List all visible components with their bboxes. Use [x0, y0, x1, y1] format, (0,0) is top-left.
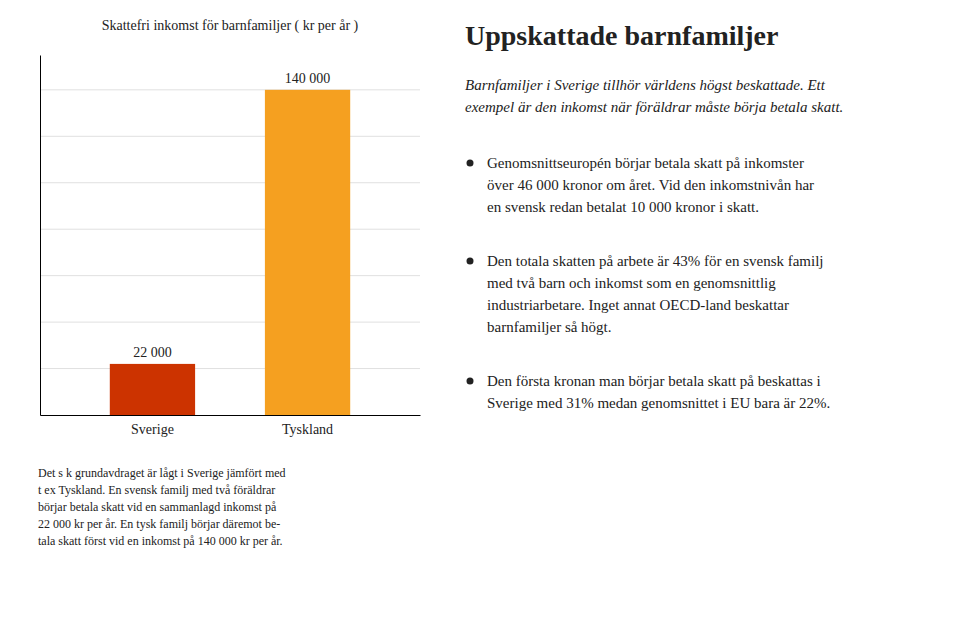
footer: Det s k grundavdraget är lågt i Sverige …	[38, 466, 286, 548]
grid	[40, 90, 420, 369]
grid-line	[40, 89, 420, 90]
footer-line: 22 000 kr per år. En tysk familj börjar …	[38, 517, 280, 531]
x-tick: Tyskland	[282, 415, 333, 437]
bullet-line: Sverige med 31% medan genomsnittet i EU …	[487, 395, 830, 411]
x-tick-label: Tyskland	[282, 422, 333, 437]
bullet-line: en svensk redan betalat 10 000 kronor i …	[487, 199, 759, 215]
bullet-line: industriarbetare. Inget annat OECD-land …	[487, 297, 789, 313]
bullet-line: barnfamiljer så högt.	[487, 319, 612, 335]
data-labels: 22 000 140 000	[133, 71, 330, 360]
grid-line	[40, 368, 420, 369]
chart-title: Skattefri inkomst för barnfamiljer ( kr …	[102, 18, 359, 34]
x-tick-label: Sverige	[131, 422, 174, 437]
y-axis-line	[40, 56, 41, 416]
grid-line	[40, 229, 420, 230]
bullet-line: Den totala skatten på arbete är 43% för …	[487, 253, 824, 269]
footer-line: Det s k grundavdraget är lågt i Sverige …	[38, 466, 286, 480]
bullet-line: Genomsnittseuropén börjar betala skatt p…	[487, 155, 804, 171]
intro-line: Barnfamiljer i Sverige tillhör världens …	[465, 77, 826, 93]
footer-line: t ex Tyskland. En svensk familj med två …	[38, 483, 275, 497]
bullets: Genomsnittseuropén börjar betala skatt p…	[467, 155, 831, 411]
data-label: 22 000	[133, 345, 172, 360]
bar	[110, 364, 195, 415]
footer-line: börjar betala skatt vid en sammanlagd in…	[38, 500, 277, 514]
grid-line	[40, 182, 420, 183]
bullet-line: med två barn och inkomst som en genomsni…	[487, 275, 776, 291]
bars	[110, 90, 350, 415]
bar	[265, 90, 350, 415]
chart-root: Skattefri inkomst för barnfamiljer ( kr …	[0, 0, 959, 627]
bullet-dot	[467, 258, 474, 265]
x-axis: Sverige Tyskland	[41, 415, 421, 437]
intro: Barnfamiljer i Sverige tillhör världens …	[465, 77, 843, 115]
grid-line	[40, 322, 420, 323]
bullet-line: Den första kronan man börjar betala skat…	[487, 373, 821, 389]
x-axis-line	[41, 415, 421, 416]
intro-line: exempel är den inkomst när föräldrar mås…	[465, 99, 843, 115]
grid-line	[40, 275, 420, 276]
footer-line: tala skatt först vid en inkomst på 140 0…	[38, 534, 283, 548]
page-title: Uppskattade barnfamiljer	[465, 20, 778, 51]
bullet-dot	[467, 378, 474, 385]
data-label: 140 000	[285, 71, 331, 86]
bullet-dot	[467, 160, 474, 167]
x-tick: Sverige	[131, 415, 174, 437]
y-axis	[40, 56, 42, 416]
bullet-line: över 46 000 kronor om året. Vid den inko…	[487, 177, 814, 193]
grid-line	[40, 136, 420, 137]
